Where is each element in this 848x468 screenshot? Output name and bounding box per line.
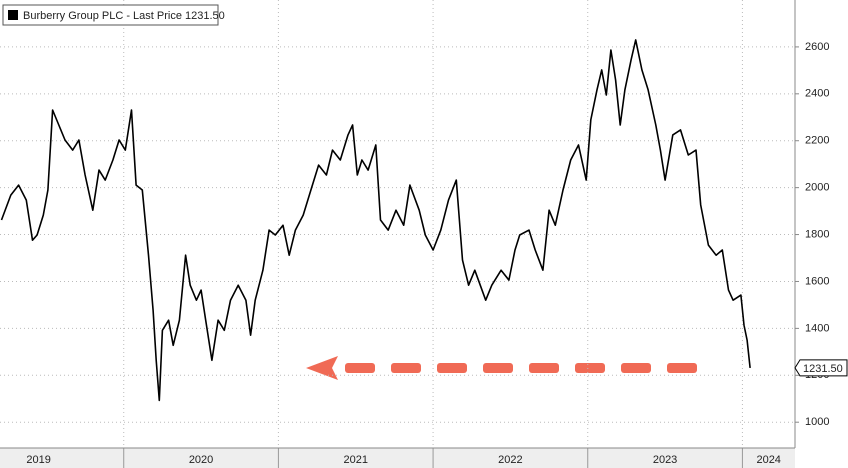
- y-tick-label: 2600: [805, 41, 829, 53]
- arrow-dash: [345, 363, 375, 373]
- last-price-label: 1231.50: [803, 363, 843, 375]
- x-tick-label: 2024: [756, 454, 780, 466]
- x-tick-label: 2019: [26, 454, 50, 466]
- y-tick-label: 1000: [805, 416, 829, 428]
- y-tick-label: 2200: [805, 135, 829, 147]
- legend-swatch: [8, 10, 18, 20]
- y-tick-label: 1600: [805, 275, 829, 287]
- y-tick-label: 2000: [805, 182, 829, 194]
- last-price-tag: 1231.50: [794, 359, 848, 377]
- x-tick-label: 2022: [498, 454, 522, 466]
- last-price-box: [794, 359, 848, 377]
- x-tick-label: 2020: [189, 454, 213, 466]
- arrow-dash: [391, 363, 421, 373]
- arrow-dash: [437, 363, 467, 373]
- arrow-dash: [667, 363, 697, 373]
- legend-label: Burberry Group PLC - Last Price 1231.50: [23, 10, 225, 22]
- arrow-dash: [529, 363, 559, 373]
- x-tick-label: 2021: [343, 454, 367, 466]
- x-axis-band: [0, 448, 795, 468]
- x-tick-label: 2023: [653, 454, 677, 466]
- arrow-dash: [483, 363, 513, 373]
- y-tick-label: 1400: [805, 322, 829, 334]
- arrow-dash: [621, 363, 651, 373]
- legend-box: [2, 4, 219, 26]
- arrow-dash: [575, 363, 605, 373]
- annotation-arrow: [306, 356, 697, 380]
- arrow-head: [306, 356, 338, 380]
- y-tick-label: 1800: [805, 228, 829, 240]
- price-line: [0, 39, 751, 402]
- y-tick-label: 2400: [805, 88, 829, 100]
